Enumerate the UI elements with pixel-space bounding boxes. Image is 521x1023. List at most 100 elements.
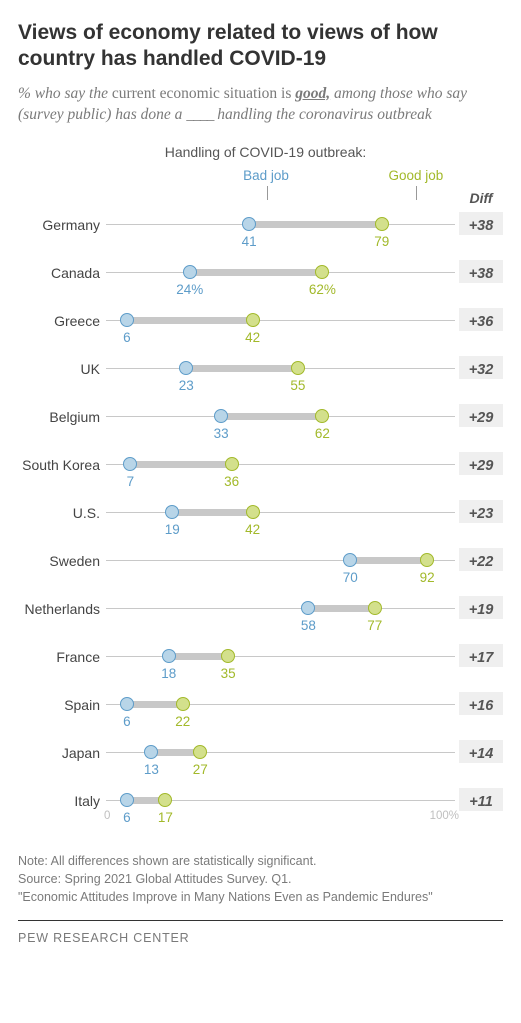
bad-job-dot: [144, 745, 158, 759]
row-plot: 23 55: [106, 356, 455, 404]
bad-job-value: 23: [179, 378, 194, 393]
country-label: France: [18, 644, 106, 666]
good-job-value: 42: [245, 522, 260, 537]
row-plot: 33 62: [106, 404, 455, 452]
row-plot: 5877: [106, 596, 455, 644]
bad-job-value: 70: [343, 570, 358, 585]
bad-job-dot: [162, 649, 176, 663]
row-plot: 70 92: [106, 548, 455, 596]
axis-line: [106, 512, 455, 513]
good-job-value: 17: [158, 810, 173, 825]
good-job-value: 22: [175, 714, 190, 729]
good-job-dot: [315, 265, 329, 279]
row-plot: 1942: [106, 500, 455, 548]
legend-good-label: Good job: [388, 168, 443, 183]
good-job-dot: [193, 745, 207, 759]
country-label: Spain: [18, 692, 106, 714]
legend-bad-label: Bad job: [243, 168, 289, 183]
bad-job-dot: [183, 265, 197, 279]
range-bar: [221, 413, 322, 420]
chart-row: France1835+17: [18, 644, 503, 692]
chart-legend-title: Handling of COVID-19 outbreak:: [18, 144, 503, 160]
bad-job-dot: [343, 553, 357, 567]
country-label: Netherlands: [18, 596, 106, 618]
bad-job-dot: [120, 793, 134, 807]
bad-job-value: 24%: [176, 282, 203, 297]
bad-job-dot: [214, 409, 228, 423]
diff-value: +16: [459, 692, 503, 715]
good-job-dot: [246, 313, 260, 327]
country-label: Sweden: [18, 548, 106, 570]
axis-line: [106, 608, 455, 609]
subtitle-part: current economic situation is: [112, 85, 295, 102]
note-line: Note: All differences shown are statisti…: [18, 852, 503, 870]
good-job-value: 79: [374, 234, 389, 249]
bad-job-dot: [123, 457, 137, 471]
diff-value: +29: [459, 452, 503, 475]
good-job-value: 42: [245, 330, 260, 345]
country-label: Canada: [18, 260, 106, 282]
good-job-value: 62%: [309, 282, 336, 297]
diff-value: +19: [459, 596, 503, 619]
bad-job-dot: [301, 601, 315, 615]
bad-job-dot: [179, 361, 193, 375]
good-job-dot: [368, 601, 382, 615]
chart-subtitle: % who say the current economic situation…: [18, 83, 503, 126]
bad-job-value: 18: [161, 666, 176, 681]
bad-job-value: 58: [301, 618, 316, 633]
row-plot: 736: [106, 452, 455, 500]
row-plot: 6 22: [106, 692, 455, 740]
range-bar: [130, 461, 231, 468]
bad-job-value: 6: [123, 810, 131, 825]
range-bar: [350, 557, 427, 564]
bad-job-dot: [242, 217, 256, 231]
good-job-dot: [420, 553, 434, 567]
country-label: Greece: [18, 308, 106, 330]
diff-value: +38: [459, 260, 503, 283]
scale-hundred: 100%: [430, 810, 459, 822]
bad-job-value: 6: [123, 714, 131, 729]
good-job-value: 55: [290, 378, 305, 393]
bad-job-value: 33: [214, 426, 229, 441]
chart: Handling of COVID-19 outbreak: Bad job G…: [18, 144, 503, 836]
country-label: Germany: [18, 212, 106, 234]
chart-row: Netherlands5877+19: [18, 596, 503, 644]
diff-value: +36: [459, 308, 503, 331]
subtitle-part: handling the coronavirus outbreak: [213, 106, 431, 123]
country-label: Japan: [18, 740, 106, 762]
legend-row: Bad job Good job Diff: [18, 168, 503, 210]
bad-job-value: 19: [165, 522, 180, 537]
range-bar: [308, 605, 374, 612]
good-job-value: 92: [420, 570, 435, 585]
range-bar: [172, 509, 252, 516]
chart-row: U.S.1942+23: [18, 500, 503, 548]
good-job-dot: [291, 361, 305, 375]
bad-job-value: 13: [144, 762, 159, 777]
chart-row: South Korea736+29: [18, 452, 503, 500]
good-job-dot: [225, 457, 239, 471]
row-plot: 642: [106, 308, 455, 356]
note-line: Source: Spring 2021 Global Attitudes Sur…: [18, 870, 503, 888]
scale-zero: 0: [104, 810, 110, 822]
chart-row: Japan1327+14: [18, 740, 503, 788]
bad-job-value: 7: [127, 474, 135, 489]
chart-rows: Germany4179+38Canada24%62%+38Greece642+3…: [18, 212, 503, 836]
chart-row: Canada 24% 62% +38: [18, 260, 503, 308]
chart-notes: Note: All differences shown are statisti…: [18, 852, 503, 906]
row-plot: 6170100%: [106, 788, 455, 836]
good-job-value: 62: [315, 426, 330, 441]
chart-row: Germany4179+38: [18, 212, 503, 260]
diff-value: +23: [459, 500, 503, 523]
good-job-dot: [375, 217, 389, 231]
diff-value: +11: [459, 788, 503, 811]
range-bar: [186, 365, 298, 372]
diff-value: +14: [459, 740, 503, 763]
good-job-dot: [221, 649, 235, 663]
range-bar: [169, 653, 228, 660]
bad-job-value: 41: [242, 234, 257, 249]
chart-row: Belgium3362+29: [18, 404, 503, 452]
diff-value: +17: [459, 644, 503, 667]
divider: [18, 920, 503, 921]
country-label: Italy: [18, 788, 106, 810]
footer-attribution: PEW RESEARCH CENTER: [18, 931, 503, 945]
